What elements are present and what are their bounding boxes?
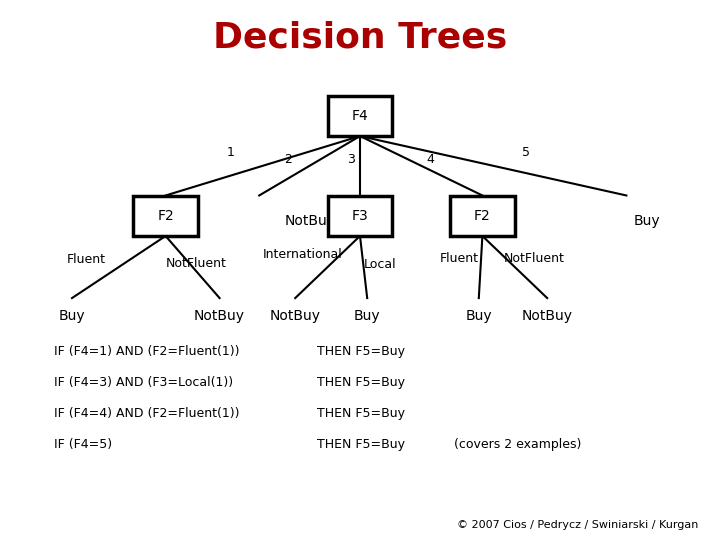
Text: NotFluent: NotFluent xyxy=(166,257,226,270)
Text: 5: 5 xyxy=(521,146,530,159)
Text: 4: 4 xyxy=(427,153,434,166)
Text: THEN F5=Buy: THEN F5=Buy xyxy=(317,345,405,357)
Text: NotFluent: NotFluent xyxy=(504,252,564,265)
Text: THEN F5=Buy: THEN F5=Buy xyxy=(317,376,405,389)
Text: F2: F2 xyxy=(474,209,491,223)
Text: Buy: Buy xyxy=(59,309,85,323)
Text: Local: Local xyxy=(364,258,397,271)
Text: F2: F2 xyxy=(157,209,174,223)
Bar xyxy=(328,195,392,237)
Text: F3: F3 xyxy=(351,209,369,223)
Text: (covers 2 examples): (covers 2 examples) xyxy=(454,438,581,451)
Text: Buy: Buy xyxy=(354,309,380,323)
Bar xyxy=(328,96,392,136)
Text: 2: 2 xyxy=(284,153,292,166)
Bar xyxy=(133,195,198,237)
Text: 3: 3 xyxy=(348,153,355,166)
Bar xyxy=(450,195,515,237)
Text: IF (F4=4) AND (F2=Fluent(1)): IF (F4=4) AND (F2=Fluent(1)) xyxy=(54,407,240,420)
Text: NotBuy: NotBuy xyxy=(270,309,320,323)
Text: THEN F5=Buy: THEN F5=Buy xyxy=(317,407,405,420)
Text: 1: 1 xyxy=(227,146,234,159)
Text: IF (F4=1) AND (F2=Fluent(1)): IF (F4=1) AND (F2=Fluent(1)) xyxy=(54,345,240,357)
Text: Buy: Buy xyxy=(634,214,660,228)
Text: NotBuy: NotBuy xyxy=(284,214,336,228)
Text: Buy: Buy xyxy=(466,309,492,323)
Text: NotBuy: NotBuy xyxy=(522,309,572,323)
Text: International: International xyxy=(263,248,342,261)
Text: Fluent: Fluent xyxy=(67,253,106,266)
Text: © 2007 Cios / Pedrycz / Swiniarski / Kurgan: © 2007 Cios / Pedrycz / Swiniarski / Kur… xyxy=(457,520,698,530)
Text: Fluent: Fluent xyxy=(440,252,479,265)
Text: IF (F4=3) AND (F3=Local(1)): IF (F4=3) AND (F3=Local(1)) xyxy=(54,376,233,389)
Text: IF (F4=5): IF (F4=5) xyxy=(54,438,112,451)
Text: Decision Trees: Decision Trees xyxy=(213,21,507,55)
Text: NotBuy: NotBuy xyxy=(194,309,245,323)
Text: F4: F4 xyxy=(351,109,369,123)
Text: THEN F5=Buy: THEN F5=Buy xyxy=(317,438,405,451)
